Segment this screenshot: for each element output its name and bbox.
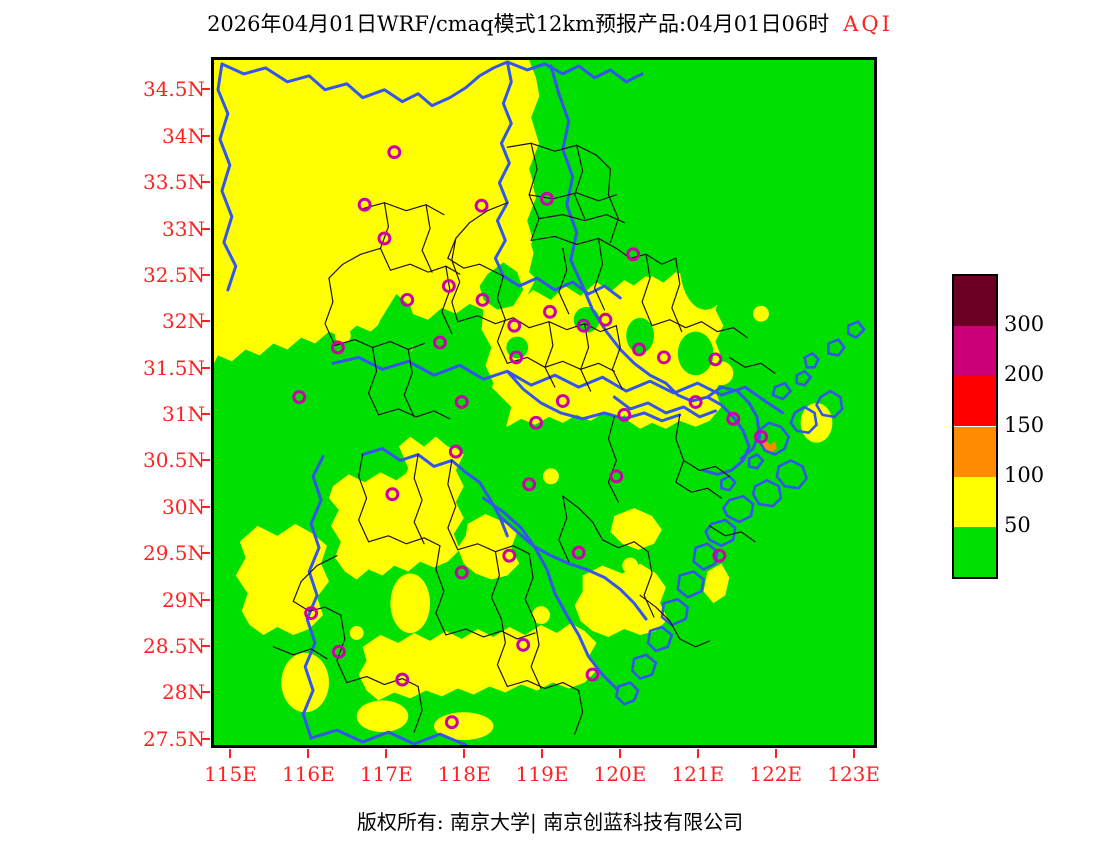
colorbar-tick-label: 300: [1004, 312, 1045, 337]
y-tick-label: 30.5N: [142, 448, 205, 473]
colorbar-tick-label: 150: [1004, 412, 1045, 437]
y-tick-mark: [201, 598, 210, 601]
y-tick-mark: [201, 737, 210, 740]
map-canvas: [214, 60, 874, 745]
colorbar-tick-label: 200: [1004, 362, 1045, 387]
x-tick-label: 121E: [671, 762, 725, 786]
x-tick-label: 123E: [827, 762, 881, 786]
y-tick-label: 34N: [162, 123, 205, 148]
y-tick-label: 29N: [162, 587, 205, 612]
colorbar-tick-label: 50: [1004, 512, 1031, 537]
x-tick-mark: [618, 749, 621, 758]
y-tick-label: 28N: [162, 680, 205, 705]
colorbar-band: [954, 426, 996, 477]
y-tick-mark: [201, 505, 210, 508]
x-tick-label: 117E: [359, 762, 413, 786]
x-tick-label: 120E: [593, 762, 647, 786]
x-tick-mark: [229, 749, 232, 758]
y-tick-mark: [201, 644, 210, 647]
y-tick-label: 32.5N: [142, 262, 205, 287]
x-tick-label: 115E: [204, 762, 257, 786]
title-text: 2026年04月01日WRF/cmaq模式12km预报产品:04月01日06时: [207, 12, 830, 36]
y-tick-label: 34.5N: [142, 77, 205, 102]
y-tick-mark: [201, 459, 210, 462]
y-tick-mark: [201, 413, 210, 416]
colorbar-band: [954, 476, 996, 527]
x-tick-mark: [541, 749, 544, 758]
colorbar-band: [954, 526, 996, 577]
y-tick-mark: [201, 273, 210, 276]
y-tick-mark: [201, 134, 210, 137]
y-tick-label: 30N: [162, 494, 205, 519]
y-tick-mark: [201, 227, 210, 230]
x-tick-label: 122E: [749, 762, 803, 786]
y-tick-label: 32N: [162, 309, 205, 334]
colorbar-band: [954, 326, 996, 377]
colorbar-tick-label: 100: [1004, 462, 1045, 487]
y-tick-label: 28.5N: [142, 633, 205, 658]
y-tick-label: 33.5N: [142, 170, 205, 195]
y-tick-mark: [201, 181, 210, 184]
x-tick-mark: [696, 749, 699, 758]
y-tick-label: 29.5N: [142, 541, 205, 566]
colorbar[interactable]: [952, 274, 998, 579]
y-tick-mark: [201, 366, 210, 369]
y-tick-mark: [201, 320, 210, 323]
x-tick-mark: [774, 749, 777, 758]
y-tick-label: 27.5N: [142, 726, 205, 751]
map-plot-area[interactable]: [211, 57, 877, 748]
page-title: 2026年04月01日WRF/cmaq模式12km预报产品:04月01日06时 A…: [0, 8, 1100, 38]
colorbar-band: [954, 376, 996, 427]
y-tick-mark: [201, 691, 210, 694]
colorbar-band: [954, 276, 996, 327]
y-tick-mark: [201, 552, 210, 555]
title-variable: AQI: [843, 12, 893, 36]
y-tick-label: 31N: [162, 402, 205, 427]
x-tick-mark: [463, 749, 466, 758]
x-tick-label: 116E: [281, 762, 335, 786]
x-tick-mark: [307, 749, 310, 758]
x-tick-label: 119E: [515, 762, 569, 786]
x-tick-mark: [385, 749, 388, 758]
y-tick-label: 33N: [162, 216, 205, 241]
y-tick-label: 31.5N: [142, 355, 205, 380]
x-tick-mark: [852, 749, 855, 758]
y-tick-mark: [201, 88, 210, 91]
x-tick-label: 118E: [437, 762, 491, 786]
copyright-footer: 版权所有: 南京大学| 南京创蓝科技有限公司: [356, 810, 744, 834]
